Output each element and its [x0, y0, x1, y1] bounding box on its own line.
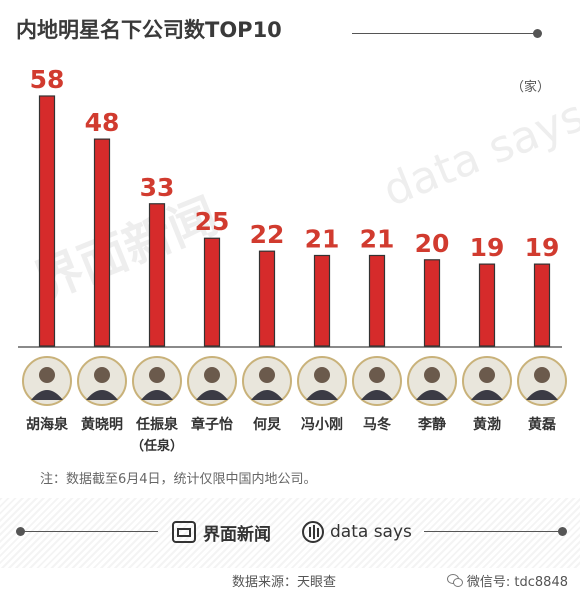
data-label-马冬: 21 — [360, 224, 395, 253]
avatar-head-黄渤 — [479, 367, 495, 383]
data-label-黄晓明: 48 — [85, 108, 120, 137]
bar-章子怡 — [203, 237, 221, 347]
data-label-冯小刚: 21 — [305, 224, 340, 253]
avatar-head-胡海泉 — [39, 367, 55, 383]
footer-divider-left — [20, 531, 158, 532]
name-labels-row: 胡海泉 黄晓明 任振泉 （任泉） 章子怡 何炅 冯小刚 马冬 李静 黄渤 黄磊 — [0, 414, 580, 454]
avatar-body-冯小刚 — [306, 390, 338, 400]
avatar-head-马冬 — [369, 367, 385, 383]
person-name: 李静 — [418, 417, 446, 433]
chart-title: 内地明星名下公司数TOP10 — [16, 18, 282, 42]
title-divider-dot — [533, 29, 542, 38]
avatar-body-李静 — [416, 390, 448, 400]
avatar-head-何炅 — [259, 367, 275, 383]
avatar-body-黄渤 — [471, 390, 503, 400]
bar-何炅 — [258, 250, 276, 347]
person-name: 何炅 — [253, 417, 281, 433]
bar-黄晓明 — [93, 138, 111, 347]
bar-马冬 — [368, 254, 386, 347]
avatar-body-任振泉 — [141, 390, 173, 400]
data-label-何炅: 22 — [250, 220, 285, 249]
footnote: 注：数据截至6月4日，统计仅限中国内地公司。 — [40, 472, 317, 487]
chart-title-row: 内地明星名下公司数TOP10 — [16, 14, 564, 48]
data-label-黄渤: 19 — [470, 233, 505, 262]
wechat-id-text: 微信号: tdc8848 — [466, 575, 568, 590]
data-label-黄磊: 19 — [525, 233, 560, 262]
data-label-章子怡: 25 — [195, 207, 230, 236]
avatar-head-章子怡 — [204, 367, 220, 383]
avatar-head-任振泉 — [149, 367, 165, 383]
person-name: 黄磊 — [528, 417, 556, 433]
title-divider — [352, 33, 536, 34]
avatar-head-黄磊 — [534, 367, 550, 383]
wechat-icon — [446, 574, 463, 587]
avatar-body-黄晓明 — [86, 390, 118, 400]
person-name: 马冬 — [363, 417, 391, 433]
footer-band — [0, 498, 580, 568]
person-name: 任振泉 — [136, 417, 178, 433]
data-source: 数据来源：天眼查 — [232, 575, 337, 590]
person-alias: （任泉） — [130, 439, 183, 454]
datasays-logo-icon — [302, 521, 324, 543]
footer-divider-dot-right — [558, 527, 567, 536]
brand-jiemian-text: 界面新闻 — [203, 524, 271, 545]
brand-datasays: data says — [302, 518, 412, 546]
bar-胡海泉 — [38, 95, 56, 347]
avatar-head-冯小刚 — [314, 367, 330, 383]
person-name: 胡海泉 — [26, 417, 68, 433]
data-label-李静: 20 — [415, 229, 450, 258]
brand-jiemian: 界面新闻 — [172, 518, 271, 546]
bar-黄渤 — [478, 263, 496, 347]
bar-李静 — [423, 259, 441, 347]
avatar-head-黄晓明 — [94, 367, 110, 383]
person-name: 冯小刚 — [301, 417, 343, 433]
avatar-body-章子怡 — [196, 390, 228, 400]
footer-divider-right — [424, 531, 562, 532]
person-name: 黄晓明 — [81, 417, 123, 433]
wechat-id: 微信号: tdc8848 — [446, 571, 568, 590]
bar-冯小刚 — [313, 254, 331, 347]
bar-黄磊 — [533, 263, 551, 347]
data-label-任振泉: 33 — [140, 173, 175, 202]
person-name: 黄渤 — [473, 417, 501, 433]
jiemian-logo-icon — [172, 521, 196, 543]
unit-label: （家） — [510, 80, 550, 95]
person-name: 章子怡 — [191, 417, 233, 433]
bar-chart: 58 48 33 25 22 21 21 20 19 19 — [18, 65, 567, 406]
avatar-head-李静 — [424, 367, 440, 383]
bar-任振泉 — [148, 203, 166, 347]
data-label-胡海泉: 58 — [30, 65, 65, 94]
avatar-body-黄磊 — [526, 390, 558, 400]
brand-datasays-text: data says — [330, 522, 412, 542]
avatar-body-何炅 — [251, 390, 283, 400]
avatar-body-胡海泉 — [31, 390, 63, 400]
avatar-body-马冬 — [361, 390, 393, 400]
